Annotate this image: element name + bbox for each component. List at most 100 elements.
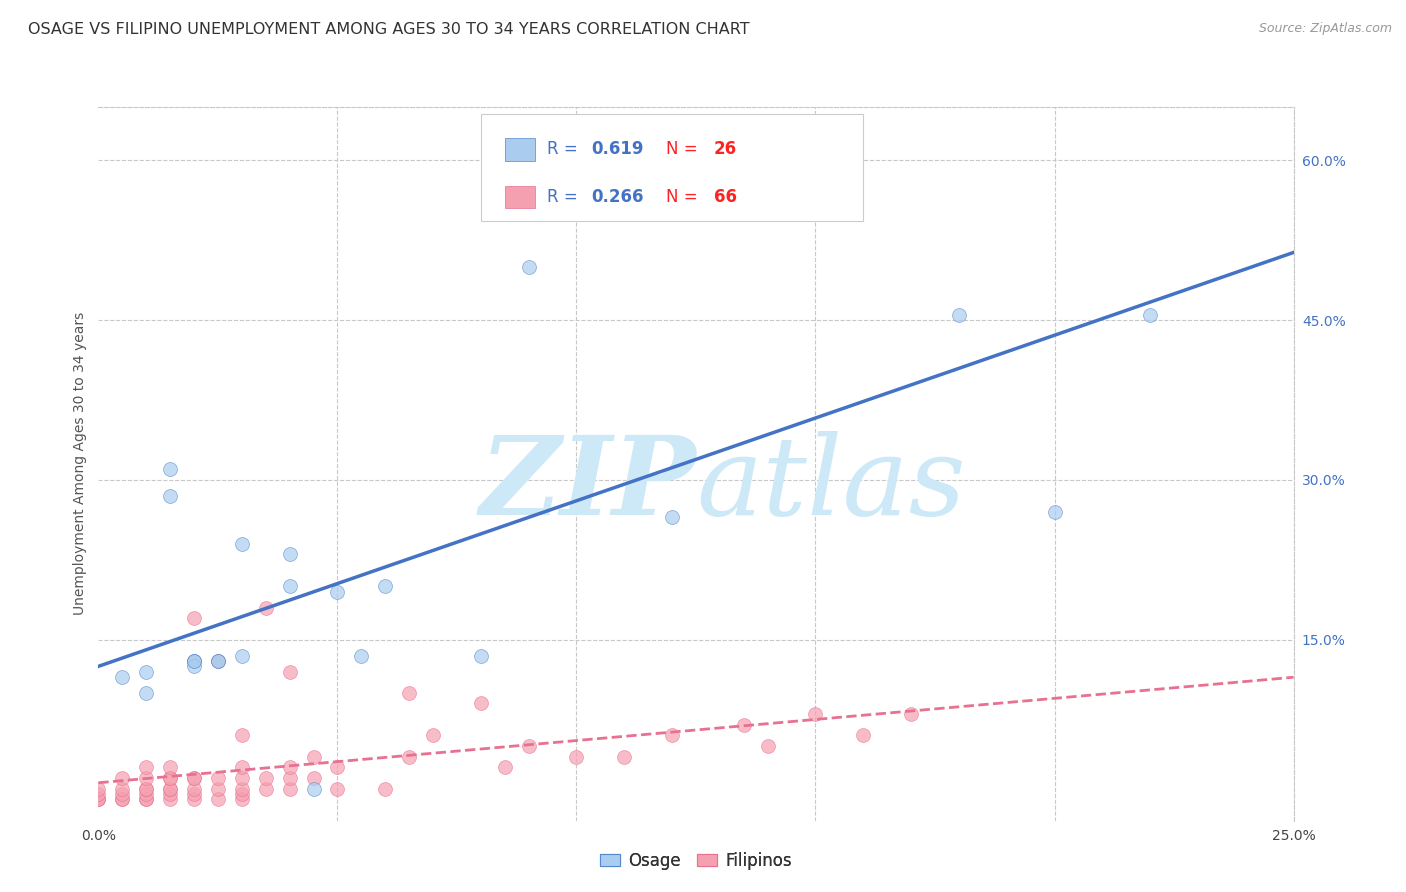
Point [183,659,205,673]
Point [183,787,205,801]
FancyBboxPatch shape [505,137,534,161]
Point [183,611,205,625]
Point [804,190,827,204]
Point [159,771,181,785]
Legend: Osage, Filipinos: Osage, Filipinos [593,846,799,877]
Point [517,260,540,274]
Point [422,728,444,742]
Point [135,792,157,806]
Point [183,792,205,806]
Point [135,781,157,796]
Point [254,771,277,785]
Point [374,579,396,593]
Point [231,787,253,801]
FancyBboxPatch shape [481,114,863,221]
Text: 66: 66 [714,188,737,206]
Point [613,749,636,764]
Point [87,792,110,806]
Point [398,749,420,764]
Point [87,792,110,806]
Text: N =: N = [666,188,703,206]
Point [159,792,181,806]
Point [254,781,277,796]
Point [135,781,157,796]
Point [302,749,325,764]
Text: R =: R = [547,140,582,158]
Point [159,760,181,774]
Text: 0.266: 0.266 [591,188,644,206]
Point [733,718,755,732]
Point [374,781,396,796]
Point [135,771,157,785]
Point [111,781,134,796]
Point [900,707,922,722]
Point [278,579,301,593]
Point [350,648,373,663]
FancyBboxPatch shape [505,186,534,209]
Point [948,308,970,322]
Text: 0.619: 0.619 [591,140,644,158]
Point [183,771,205,785]
Point [661,728,683,742]
Point [398,686,420,700]
Point [326,781,349,796]
Point [111,792,134,806]
Point [159,489,181,503]
Point [207,654,229,668]
Point [231,728,253,742]
Point [231,760,253,774]
Point [111,670,134,684]
Point [207,781,229,796]
Point [852,728,875,742]
Point [756,739,779,753]
Point [111,771,134,785]
Point [159,771,181,785]
Point [135,665,157,679]
Text: atlas: atlas [696,432,966,539]
Point [183,771,205,785]
Point [183,781,205,796]
Point [159,787,181,801]
Point [231,537,253,551]
Point [1139,308,1161,322]
Text: Source: ZipAtlas.com: Source: ZipAtlas.com [1258,22,1392,36]
Point [87,792,110,806]
Text: OSAGE VS FILIPINO UNEMPLOYMENT AMONG AGES 30 TO 34 YEARS CORRELATION CHART: OSAGE VS FILIPINO UNEMPLOYMENT AMONG AGE… [28,22,749,37]
Point [135,792,157,806]
Point [470,697,492,711]
Point [183,654,205,668]
Point [302,771,325,785]
Text: ZIP: ZIP [479,432,696,539]
Point [135,760,157,774]
Point [494,760,516,774]
Point [135,787,157,801]
Point [278,547,301,561]
Point [278,760,301,774]
Point [231,771,253,785]
Text: 26: 26 [714,140,737,158]
Point [183,654,205,668]
Point [326,760,349,774]
Point [278,781,301,796]
Point [302,781,325,796]
Point [661,510,683,524]
Point [804,707,827,722]
Point [159,781,181,796]
Point [254,600,277,615]
Point [231,648,253,663]
Point [278,771,301,785]
Point [111,792,134,806]
Point [1043,505,1066,519]
Point [159,462,181,476]
Point [231,792,253,806]
Point [517,739,540,753]
Point [207,792,229,806]
Point [135,686,157,700]
Point [231,781,253,796]
Point [207,654,229,668]
Point [183,654,205,668]
Point [326,584,349,599]
Point [565,749,588,764]
Point [207,654,229,668]
Point [207,771,229,785]
